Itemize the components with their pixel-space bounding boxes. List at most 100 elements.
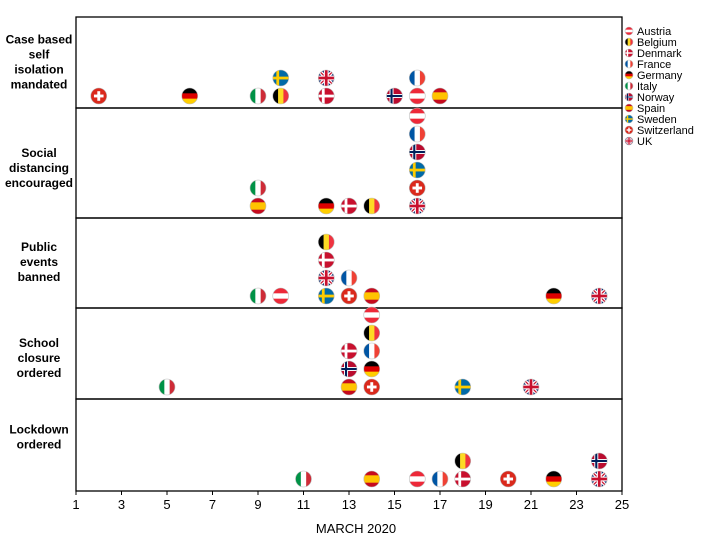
flag-switzerland-panel-4 [499,470,517,488]
flag-sweden-panel-3 [454,378,472,396]
flag-france-panel-4 [431,470,449,488]
flag-spain-panel-3 [340,378,358,396]
legend-flag-austria [624,26,634,36]
flag-italy-panel-1 [249,179,267,197]
legend-flag-spain [624,103,634,113]
legend-flag-uk [624,136,634,146]
panel-frame-0 [75,16,623,109]
panel-label-line: closure [18,351,61,365]
flag-belgium-panel-2 [317,233,335,251]
flag-spain-panel-1 [249,197,267,215]
x-tick-label: 7 [209,497,216,512]
legend-label: Austria [637,26,672,38]
legend-flag-italy [624,81,634,91]
flag-markers [90,69,608,488]
flag-belgium-panel-3 [363,324,381,342]
flag-norway-panel-3 [340,360,358,378]
flag-italy-panel-4 [295,470,312,488]
flag-switzerland-panel-1 [408,179,426,197]
flag-france-panel-0 [408,69,426,87]
flag-denmark-panel-4 [454,470,472,488]
legend-flag-norway [624,92,634,102]
flag-belgium-panel-1 [363,197,381,215]
flag-uk-panel-2 [317,269,335,287]
panel-label-line: Case based [6,33,73,47]
flag-sweden-panel-2 [317,287,335,305]
panel-label-line: mandated [11,78,68,92]
flag-austria-panel-0 [408,87,426,105]
flag-uk-panel-1 [408,197,426,215]
flag-denmark-panel-1 [340,197,358,215]
legend-flag-sweden [624,114,634,124]
flag-austria-panel-2 [272,287,290,305]
legend-label: Belgium [637,37,677,49]
flag-austria-panel-4 [408,470,426,488]
x-tick-label: 15 [387,497,401,512]
flag-belgium-panel-0 [272,87,290,105]
flag-spain-panel-2 [363,287,381,305]
flag-france-panel-2 [340,269,358,287]
flag-denmark-panel-0 [317,87,335,105]
flag-uk-panel-2 [590,287,608,305]
x-tick-label: 21 [524,497,538,512]
panel-label-line: School [19,336,59,350]
panel-label-line: distancing [9,161,69,175]
flag-denmark-panel-2 [317,251,335,269]
legend-label: Germany [637,70,683,82]
panel-frame-4 [75,398,623,492]
x-tick-label: 25 [615,497,629,512]
flag-uk-panel-4 [590,470,608,488]
flag-uk-panel-3 [522,378,540,396]
panel-label-line: Social [21,146,56,160]
legend-flag-belgium [624,37,634,47]
legend-label: Norway [637,92,675,104]
flag-norway-panel-0 [386,87,403,105]
x-tick-label: 23 [569,497,583,512]
legend-flag-france [624,59,634,69]
x-tick-label: 11 [297,497,311,512]
flag-norway-panel-4 [590,452,608,470]
flag-spain-panel-4 [363,470,381,488]
legend-label: Switzerland [637,125,694,137]
legend-label: Italy [637,81,658,93]
legend-flag-germany [624,70,634,80]
flag-uk-panel-0 [317,69,335,87]
x-tick-label: 5 [163,497,170,512]
flag-germany-panel-2 [545,287,563,305]
panel-label-line: Lockdown [9,423,68,437]
panel-label-line: ordered [17,438,62,452]
x-tick-label: 1 [72,497,79,512]
panel-frames [75,16,623,492]
flag-italy-panel-3 [158,378,176,396]
flag-spain-panel-0 [431,87,449,105]
flag-denmark-panel-3 [340,342,358,360]
legend-label: UK [637,136,653,148]
x-tick-label: 9 [254,497,261,512]
panel-label-line: isolation [14,63,63,77]
flag-austria-panel-1 [408,107,426,125]
legend-label: Spain [637,103,665,115]
flag-switzerland-panel-0 [90,87,108,105]
flag-france-panel-1 [408,125,426,143]
panel-label-line: Public [21,240,57,254]
flag-germany-panel-1 [317,197,335,215]
legend-flag-denmark [624,48,634,58]
legend-label: Denmark [637,48,682,60]
legend-flag-switzerland [624,125,634,135]
flag-italy-panel-0 [249,87,267,105]
flag-france-panel-3 [363,342,381,360]
flag-austria-panel-3 [363,306,381,324]
x-axis: 1 3 5 7 9 11 13 15 17 19 21 23 25 [72,491,629,512]
flag-italy-panel-2 [249,287,267,305]
flag-germany-panel-3 [363,360,381,378]
x-tick-label: 13 [342,497,356,512]
panel-label-line: self [29,48,51,62]
flag-switzerland-panel-2 [340,287,358,305]
flag-sweden-panel-1 [408,161,426,179]
x-axis-label: MARCH 2020 [316,521,396,536]
flag-switzerland-panel-3 [363,378,381,396]
panel-label-line: ordered [17,366,62,380]
flag-germany-panel-4 [545,470,563,488]
